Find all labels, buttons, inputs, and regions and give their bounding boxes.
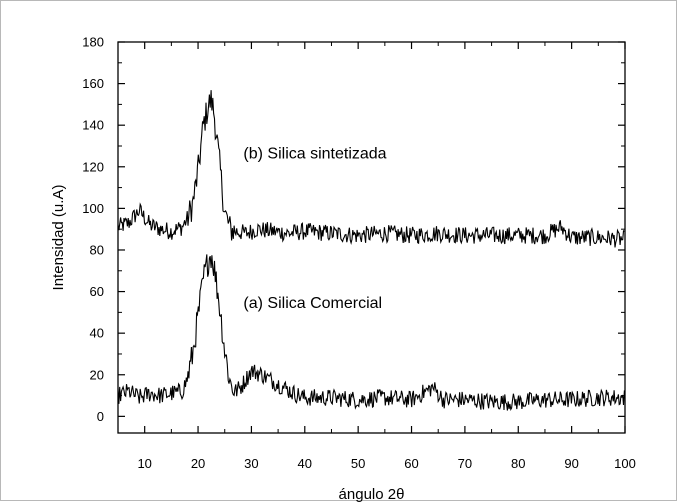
y-tick-label: 140 [82, 118, 104, 133]
series-line-2 [117, 254, 625, 411]
annotation-silica-sintetizada: (b) Silica sintetizada [243, 145, 386, 162]
x-tick-label: 50 [351, 456, 365, 471]
curves-layer [117, 90, 625, 411]
y-tick-label: 160 [82, 76, 104, 91]
annotation-silica-comercial: (a) Silica Comercial [243, 295, 382, 312]
x-tick-label: 100 [614, 456, 636, 471]
plot-frame [117, 41, 626, 434]
x-tick-label: 40 [298, 456, 312, 471]
x-axis-title: ángulo 2θ [339, 486, 405, 502]
labels-layer: 10 20 30 40 50 60 70 80 90 100 0 20 40 60 80 100 120 140 1… [82, 35, 636, 472]
ticks-layer [117, 41, 626, 433]
y-tick-label: 80 [90, 242, 104, 257]
x-tick-label: 70 [458, 456, 472, 471]
y-tick-label: 180 [82, 35, 104, 50]
y-tick-label: 100 [82, 201, 104, 216]
x-tick-label: 80 [511, 456, 525, 471]
y-axis-title: Intensidad (u.A) [50, 185, 67, 291]
y-tick-label: 40 [90, 326, 104, 341]
x-tick-label: 30 [244, 456, 258, 471]
y-tick-label: 20 [90, 367, 104, 382]
x-tick-label: 20 [191, 456, 205, 471]
y-tick-label: 60 [90, 284, 104, 299]
series-line-1 [117, 90, 625, 248]
y-tick-label: 0 [97, 409, 104, 424]
x-tick-label: 90 [564, 456, 578, 471]
x-tick-label: 10 [137, 456, 151, 471]
y-tick-label: 120 [82, 159, 104, 174]
x-tick-label: 60 [404, 456, 418, 471]
